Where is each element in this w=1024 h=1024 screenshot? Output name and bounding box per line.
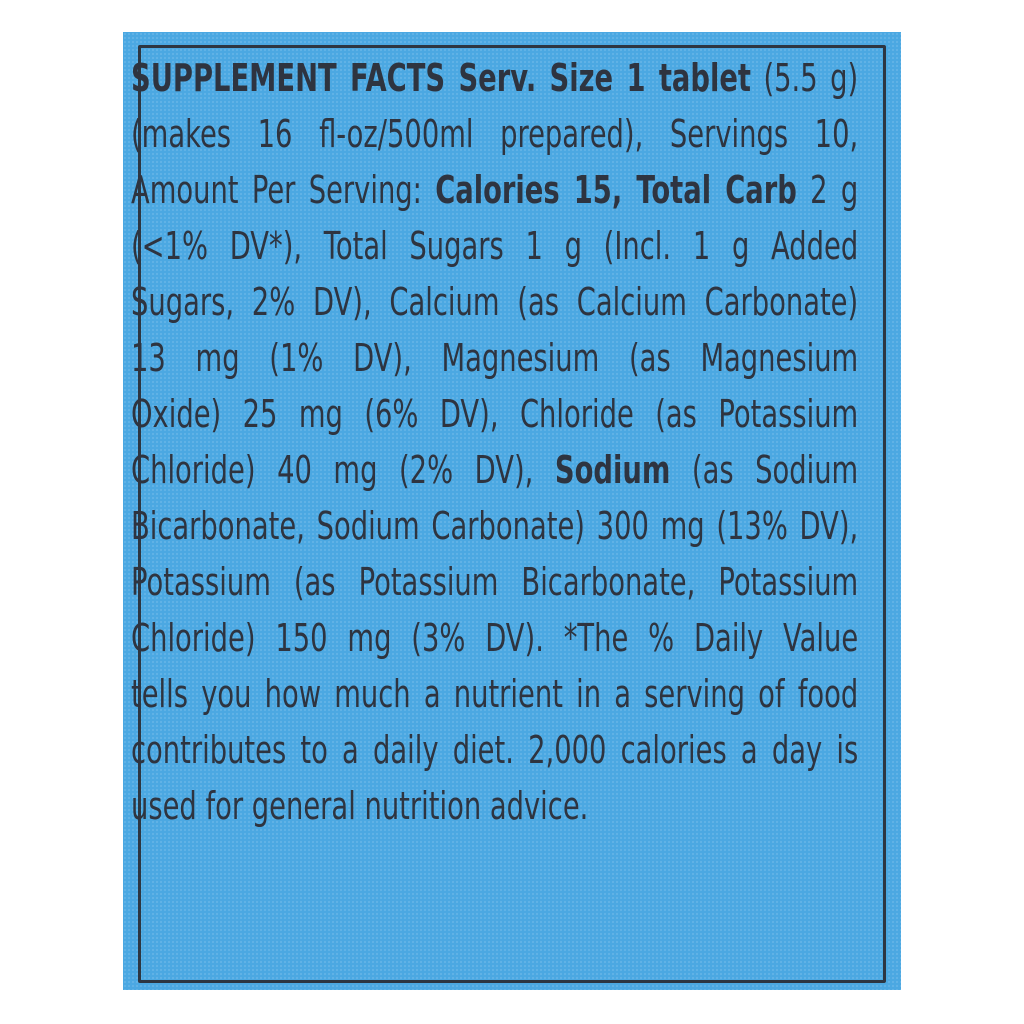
text-segment: used for general nutrition advice. — [131, 784, 589, 828]
text-segment: 13 mg (1% DV), Magnesium (as Magnesium — [131, 336, 859, 380]
bold-text: Sodium — [554, 448, 671, 492]
text-segment: (makes 16 fl-oz/500ml prepared), Serving… — [131, 112, 859, 156]
text-segment: (<1% DV*), Total Sugars 1 g (Incl. 1 g A… — [131, 224, 859, 268]
text-segment: Bicarbonate, Sodium Carbonate) 300 mg (1… — [131, 504, 859, 548]
text-segment: Sugars, 2% DV), Calcium (as Calcium Carb… — [131, 280, 859, 324]
text-segment: (5.5 g) — [750, 56, 859, 100]
text-segment: Potassium (as Potassium Bicarbonate, Pot… — [131, 560, 859, 604]
bold-text: SUPPLEMENT FACTS Serv. Size 1 tablet — [131, 56, 751, 100]
text-segment: Amount Per Serving: — [131, 168, 436, 212]
facts-line: contributes to a daily diet. 2,000 calor… — [131, 722, 858, 778]
facts-line: (makes 16 fl-oz/500ml prepared), Serving… — [131, 106, 858, 162]
facts-line: Bicarbonate, Sodium Carbonate) 300 mg (1… — [131, 498, 858, 554]
text-segment: 2 g — [796, 168, 859, 212]
facts-border — [138, 45, 886, 983]
facts-line: Oxide) 25 mg (6% DV), Chloride (as Potas… — [131, 386, 858, 442]
text-segment: contributes to a daily diet. 2,000 calor… — [131, 728, 859, 772]
text-segment: Chloride) 40 mg (2% DV), — [131, 448, 555, 492]
facts-line: Chloride) 40 mg (2% DV), Sodium (as Sodi… — [131, 442, 858, 498]
supplement-facts-text: SUPPLEMENT FACTS Serv. Size 1 tablet (5.… — [131, 50, 858, 834]
facts-line: Potassium (as Potassium Bicarbonate, Pot… — [131, 554, 858, 610]
facts-line: Sugars, 2% DV), Calcium (as Calcium Carb… — [131, 274, 858, 330]
facts-line: tells you how much a nutrient in a servi… — [131, 666, 858, 722]
supplement-facts-label: SUPPLEMENT FACTS Serv. Size 1 tablet (5.… — [123, 32, 901, 990]
facts-line: SUPPLEMENT FACTS Serv. Size 1 tablet (5.… — [131, 50, 858, 106]
bold-text: Calories 15, Total Carb — [435, 168, 797, 212]
facts-line: used for general nutrition advice. — [131, 778, 858, 834]
text-segment: tells you how much a nutrient in a servi… — [131, 672, 859, 716]
facts-line: 13 mg (1% DV), Magnesium (as Magnesium — [131, 330, 858, 386]
facts-line: Amount Per Serving: Calories 15, Total C… — [131, 162, 858, 218]
facts-line: Chloride) 150 mg (3% DV). *The % Daily V… — [131, 610, 858, 666]
text-segment: Chloride) 150 mg (3% DV). *The % Daily V… — [131, 616, 859, 660]
text-segment: (as Sodium — [670, 448, 859, 492]
text-segment: Oxide) 25 mg (6% DV), Chloride (as Potas… — [131, 392, 859, 436]
facts-line: (<1% DV*), Total Sugars 1 g (Incl. 1 g A… — [131, 218, 858, 274]
